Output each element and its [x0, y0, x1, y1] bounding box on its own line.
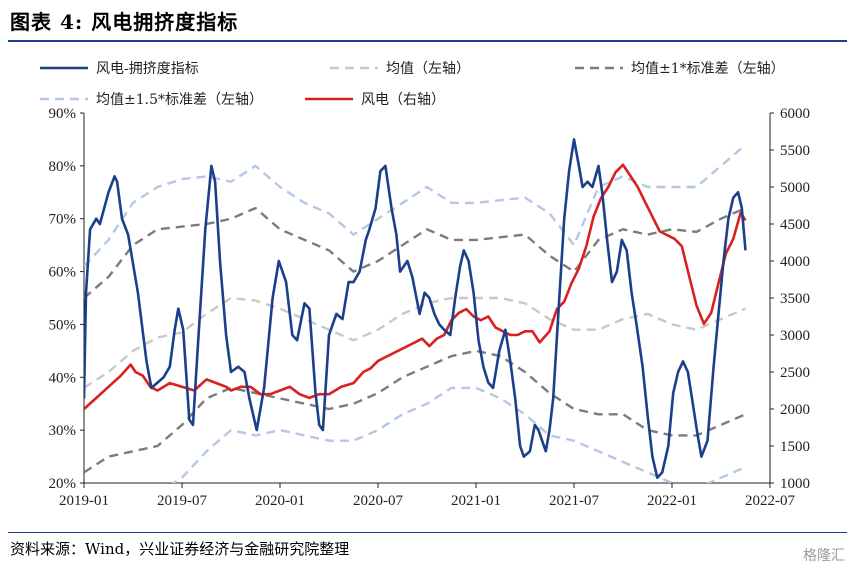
- legend-label: 风电-拥挤度指标: [96, 61, 199, 77]
- y-right-tick-label: 4000: [780, 254, 810, 270]
- chart-title: 图表 4: 风电拥挤度指标: [10, 10, 239, 34]
- x-tick-label: 2022-01: [647, 493, 697, 509]
- y-right-tick-label: 1000: [780, 476, 810, 492]
- x-tick-label: 2020-01: [255, 493, 305, 509]
- x-tick-label: 2021-07: [549, 493, 599, 509]
- y-left-tick-label: 30%: [49, 423, 77, 439]
- x-tick-label: 2021-01: [451, 493, 501, 509]
- x-tick-label: 2019-07: [157, 493, 207, 509]
- y-right-tick-label: 6000: [780, 106, 810, 122]
- y-right-tick-label: 5500: [780, 143, 810, 159]
- x-tick-label: 2022-07: [745, 493, 795, 509]
- series-line-3: [84, 349, 746, 474]
- x-tick-label: 2020-07: [353, 493, 403, 509]
- y-right-tick-label: 5000: [780, 180, 810, 196]
- y-left-tick-label: 60%: [49, 265, 77, 281]
- legend-label: 风电（右轴）: [361, 92, 445, 108]
- series-line-0: [84, 138, 747, 479]
- series-line-2: [84, 206, 746, 299]
- y-right-tick-label: 2000: [780, 402, 810, 418]
- y-left-tick-label: 80%: [49, 159, 77, 175]
- y-right-tick-label: 1500: [780, 439, 810, 455]
- y-right-tick-label: 3000: [780, 328, 810, 344]
- y-left-tick-label: 90%: [49, 106, 77, 122]
- y-left-tick-label: 40%: [49, 370, 77, 386]
- watermark: 格隆汇: [803, 548, 845, 564]
- y-right-tick-label: 4500: [780, 217, 810, 233]
- x-tick-label: 2019-01: [59, 493, 109, 509]
- source-note: 资料来源：Wind，兴业证券经济与金融研究院整理: [10, 540, 350, 558]
- legend-label: 均值（左轴）: [386, 61, 470, 77]
- legend-label: 均值±1.5*标准差（左轴）: [96, 92, 263, 108]
- y-left-tick-label: 70%: [49, 212, 77, 228]
- y-left-tick-label: 50%: [49, 317, 77, 333]
- y-left-tick-label: 20%: [49, 476, 77, 492]
- footer-rule: [8, 532, 847, 533]
- y-right-tick-label: 2500: [780, 365, 810, 381]
- y-right-tick-label: 3500: [780, 291, 810, 307]
- series-line-5: [171, 386, 746, 483]
- legend-label: 均值±1*标准差（左轴）: [631, 61, 785, 77]
- title-rule: [8, 40, 847, 42]
